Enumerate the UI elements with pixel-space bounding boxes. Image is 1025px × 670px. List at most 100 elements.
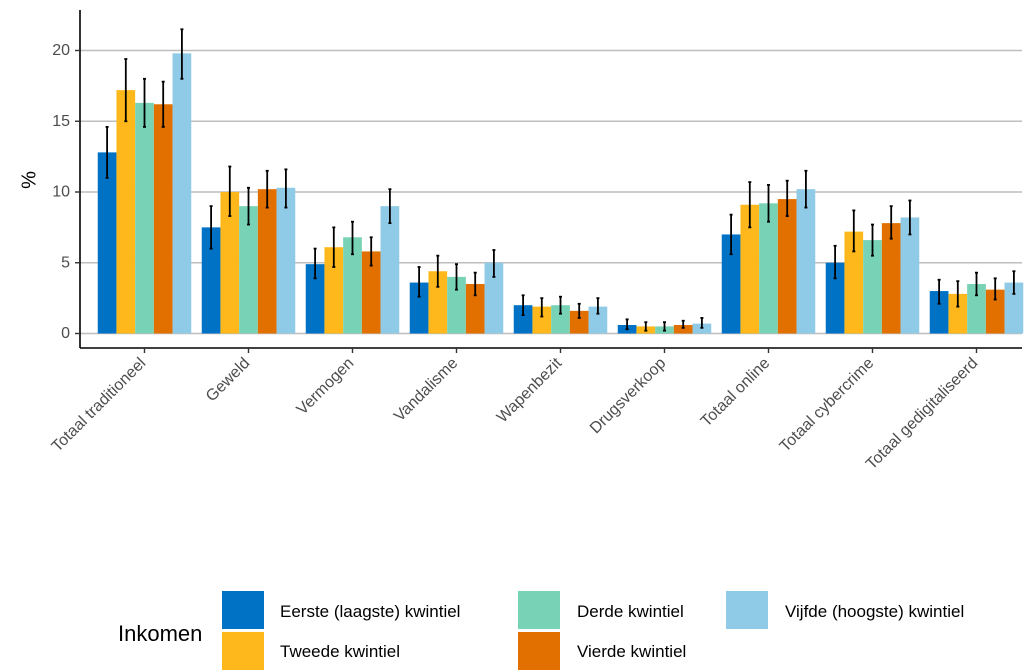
error-bar	[975, 271, 978, 297]
bar	[361, 251, 381, 334]
error-bar	[1012, 270, 1016, 295]
legend-title: Inkomen	[118, 621, 202, 646]
bar	[343, 237, 362, 334]
error-bar	[993, 277, 997, 301]
x-tick-label: Drugsverkoop	[587, 355, 670, 438]
axes	[75, 10, 1022, 353]
bar	[721, 234, 741, 334]
error-bar	[332, 226, 336, 268]
error-bar	[729, 213, 733, 256]
x-tick-labels: Totaal traditioneel Geweld Vermogen Vandali…	[49, 354, 982, 473]
bar	[863, 240, 882, 334]
legend-key	[222, 632, 264, 670]
bar	[172, 53, 192, 334]
x-tick-label: Totaal online	[698, 355, 774, 431]
y-tick-label: 15	[52, 113, 70, 130]
error-bar	[644, 321, 648, 332]
error-bar	[247, 186, 250, 226]
bar	[305, 264, 325, 334]
legend-key	[518, 591, 560, 629]
bar	[201, 227, 221, 334]
error-bar	[833, 244, 837, 280]
error-bar	[105, 126, 109, 179]
error-bar	[388, 188, 392, 225]
y-tick-label: 20	[52, 42, 70, 59]
legend-key	[222, 591, 264, 629]
error-bar	[455, 263, 458, 291]
bar	[409, 282, 429, 334]
error-bar	[577, 302, 581, 319]
error-bar	[804, 169, 808, 209]
error-bar	[492, 249, 496, 278]
x-tick-label: Vandalisme	[391, 355, 461, 425]
error-bar	[265, 169, 269, 209]
error-bar	[767, 184, 770, 223]
x-tick-label: Geweld	[203, 355, 253, 405]
bar	[825, 262, 845, 334]
bar	[276, 187, 296, 334]
bar	[135, 102, 154, 334]
bar	[588, 306, 608, 334]
bar	[900, 217, 920, 334]
y-tick-label: 5	[61, 254, 70, 271]
error-bar	[351, 220, 354, 256]
bar	[220, 192, 240, 334]
x-tick-label: Totaal gedigitaliseerd	[863, 355, 981, 473]
y-axis-title: %	[18, 171, 40, 189]
bar	[929, 291, 949, 334]
error-bar	[209, 205, 213, 250]
error-bar	[143, 77, 146, 128]
bar	[777, 199, 797, 334]
bar	[257, 189, 277, 334]
error-bar	[681, 319, 685, 329]
bar	[239, 206, 258, 334]
bar	[759, 203, 778, 334]
error-bar	[889, 205, 893, 240]
error-bar	[596, 297, 600, 315]
x-tick-label: Vermogen	[294, 355, 358, 419]
legend-label: Vijfde (hoogste) kwintiel	[785, 602, 964, 621]
bar	[740, 204, 760, 334]
legend-label: Vierde kwintiel	[577, 642, 686, 661]
error-bar	[937, 278, 941, 305]
error-bar	[521, 294, 525, 317]
error-bar	[124, 58, 128, 123]
y-tick-labels: 0 5 10 15 20	[52, 42, 70, 342]
error-bar	[284, 168, 288, 209]
x-tick-label: Wapenbezit	[494, 354, 566, 426]
error-bar	[785, 179, 789, 217]
bar	[796, 189, 816, 334]
bar	[532, 306, 552, 334]
bar	[673, 325, 693, 334]
bar	[1004, 282, 1024, 334]
error-bar	[908, 199, 912, 236]
legend-label: Tweede kwintiel	[280, 642, 400, 661]
error-bar	[436, 254, 440, 288]
legend-label: Derde kwintiel	[577, 602, 684, 621]
bar	[484, 262, 504, 334]
bars-layer	[97, 53, 1024, 334]
bar	[428, 271, 448, 334]
bar	[881, 223, 901, 334]
bar	[551, 305, 570, 334]
bar	[153, 104, 173, 334]
bar	[380, 206, 400, 334]
bar	[569, 310, 589, 334]
error-bar	[417, 266, 421, 298]
error-bar	[852, 209, 856, 253]
legend: Inkomen Eerste (laagste) kwintiel Tweede …	[118, 591, 964, 670]
legend-label: Eerste (laagste) kwintiel	[280, 602, 460, 621]
bar	[447, 276, 466, 334]
bar	[97, 152, 117, 334]
error-bar	[748, 181, 752, 229]
error-bar	[228, 165, 232, 217]
bar	[844, 231, 864, 334]
error-bar	[663, 321, 666, 332]
error-bar	[180, 28, 184, 80]
x-tick-label: Totaal cybercrime	[777, 355, 878, 456]
x-tick-label: Totaal traditioneel	[49, 355, 150, 456]
bar	[116, 90, 136, 334]
error-bar	[871, 223, 874, 257]
error-bar	[369, 236, 373, 267]
